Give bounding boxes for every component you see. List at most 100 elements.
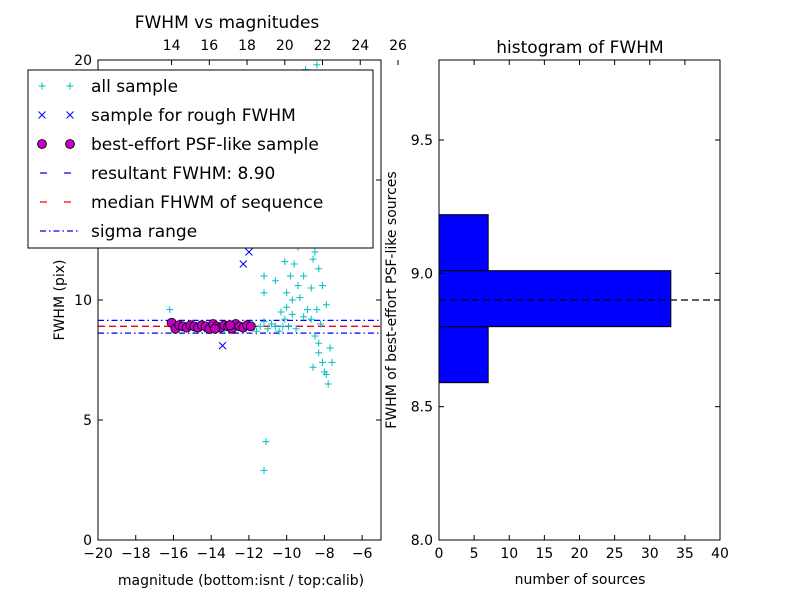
data-point	[281, 315, 289, 323]
top-tick-label: 16	[200, 38, 218, 54]
data-point	[300, 313, 308, 321]
scatter-legend: all sample sample for rough FWHM best-effo…	[27, 69, 374, 249]
data-point	[245, 248, 253, 256]
scatter-bottom-ticks: −20 −18 −16 −14 −12 −10 −8 −6	[83, 535, 373, 562]
y-tick-label: 20	[74, 53, 92, 69]
legend-label: median FHWM of sequence	[91, 193, 323, 213]
data-point	[319, 358, 327, 366]
scatter-panel: FWHM vs magnitudes 14 16 18 20 22 24 26 −20 −18…	[27, 13, 407, 589]
data-point	[277, 308, 285, 316]
data-point	[324, 380, 332, 388]
data-point	[294, 282, 302, 290]
data-point	[290, 260, 298, 268]
legend-label: all sample	[91, 77, 178, 97]
x-tick-label: 20	[571, 546, 589, 562]
legend-swatch	[65, 139, 75, 149]
top-tick-label: 26	[389, 38, 407, 54]
x-tick-label: −18	[121, 546, 151, 562]
histogram-title: histogram of FWHM	[496, 38, 663, 58]
data-point	[328, 358, 336, 366]
data-point	[166, 306, 174, 314]
histogram-y-axis-label: FWHM of best-effort PSF-like sources	[384, 171, 400, 428]
x-tick-label: 15	[535, 546, 553, 562]
x-tick-label: −6	[352, 546, 373, 562]
legend-label: best-effort PSF-like sample	[91, 135, 319, 155]
data-point	[317, 320, 325, 328]
data-point	[260, 272, 268, 280]
scatter-title: FWHM vs magnitudes	[135, 13, 320, 33]
data-point	[320, 368, 328, 376]
legend-entry: sample for rough FWHM	[38, 106, 296, 126]
y-tick-label: 9.0	[411, 266, 433, 282]
y-tick-label: 8.0	[411, 533, 433, 549]
top-tick-label: 24	[351, 38, 369, 54]
data-point	[283, 303, 291, 311]
data-point	[326, 344, 334, 352]
data-point	[315, 265, 323, 273]
data-point	[286, 272, 294, 280]
data-point	[256, 322, 264, 330]
histogram-bar	[438, 326, 489, 384]
x-tick-label: −8	[314, 546, 335, 562]
data-point	[268, 320, 276, 328]
data-point	[309, 255, 317, 263]
legend-label: sample for rough FWHM	[91, 106, 296, 126]
legend-label: resultant FWHM: 8.90	[91, 164, 275, 184]
data-point	[313, 306, 321, 314]
data-point	[225, 320, 235, 331]
data-point	[252, 327, 260, 335]
histogram-panel: histogram of FWHM 0 5 10 15 20 25 30 35 40 8.08.…	[384, 38, 729, 588]
y-tick-label: 9.5	[411, 133, 433, 149]
x-tick-label: 0	[435, 546, 444, 562]
histogram-y-ticks: 8.0 8.5 9.0 9.5	[411, 133, 720, 549]
data-point	[309, 363, 317, 371]
top-tick-label: 14	[163, 38, 181, 54]
histogram-plot-area	[438, 214, 720, 384]
legend-swatch	[66, 82, 74, 90]
data-point	[281, 258, 289, 266]
data-point	[271, 322, 279, 330]
x-tick-label: −14	[196, 546, 226, 562]
data-point	[245, 321, 256, 332]
data-point	[292, 325, 300, 333]
x-tick-label: −10	[272, 546, 302, 562]
x-tick-label: 25	[606, 546, 624, 562]
histogram-bar	[438, 214, 489, 272]
data-point	[239, 260, 248, 268]
legend-entry: best-effort PSF-like sample	[37, 135, 319, 155]
data-point	[260, 289, 268, 297]
data-point	[218, 341, 227, 350]
series-2	[166, 317, 256, 334]
scatter-x-axis-label: magnitude (bottom:isnt / top:calib)	[118, 573, 364, 589]
data-point	[275, 327, 283, 335]
top-tick-label: 20	[276, 38, 294, 54]
x-tick-label: 5	[470, 546, 479, 562]
data-point	[319, 282, 327, 290]
data-point	[264, 325, 272, 333]
data-point	[303, 306, 311, 314]
legend-label: sigma range	[91, 222, 197, 242]
x-tick-label: −16	[159, 546, 189, 562]
data-point	[260, 318, 268, 326]
legend-swatch	[66, 111, 74, 119]
histogram-x-ticks: 0 5 10 15 20 25 30 35 40	[435, 60, 729, 562]
x-tick-label: −20	[83, 546, 113, 562]
data-point	[271, 277, 279, 285]
x-tick-label: 30	[641, 546, 659, 562]
legend-swatch	[38, 82, 46, 90]
legend-entry: sigma range	[40, 222, 197, 242]
y-tick-label: 8.5	[411, 400, 433, 416]
y-tick-label: 10	[74, 293, 92, 309]
data-point	[311, 332, 319, 340]
x-tick-label: 35	[676, 546, 694, 562]
legend-entry: median FHWM of sequence	[40, 193, 323, 213]
legend-swatch	[38, 111, 46, 119]
scatter-top-ticks: 14 16 18 20 22 24 26	[163, 38, 407, 65]
series-1	[192, 248, 253, 350]
data-point	[313, 61, 321, 69]
legend-box	[27, 69, 374, 249]
data-point	[322, 301, 330, 309]
data-point	[279, 322, 287, 330]
x-tick-label: −12	[234, 546, 264, 562]
